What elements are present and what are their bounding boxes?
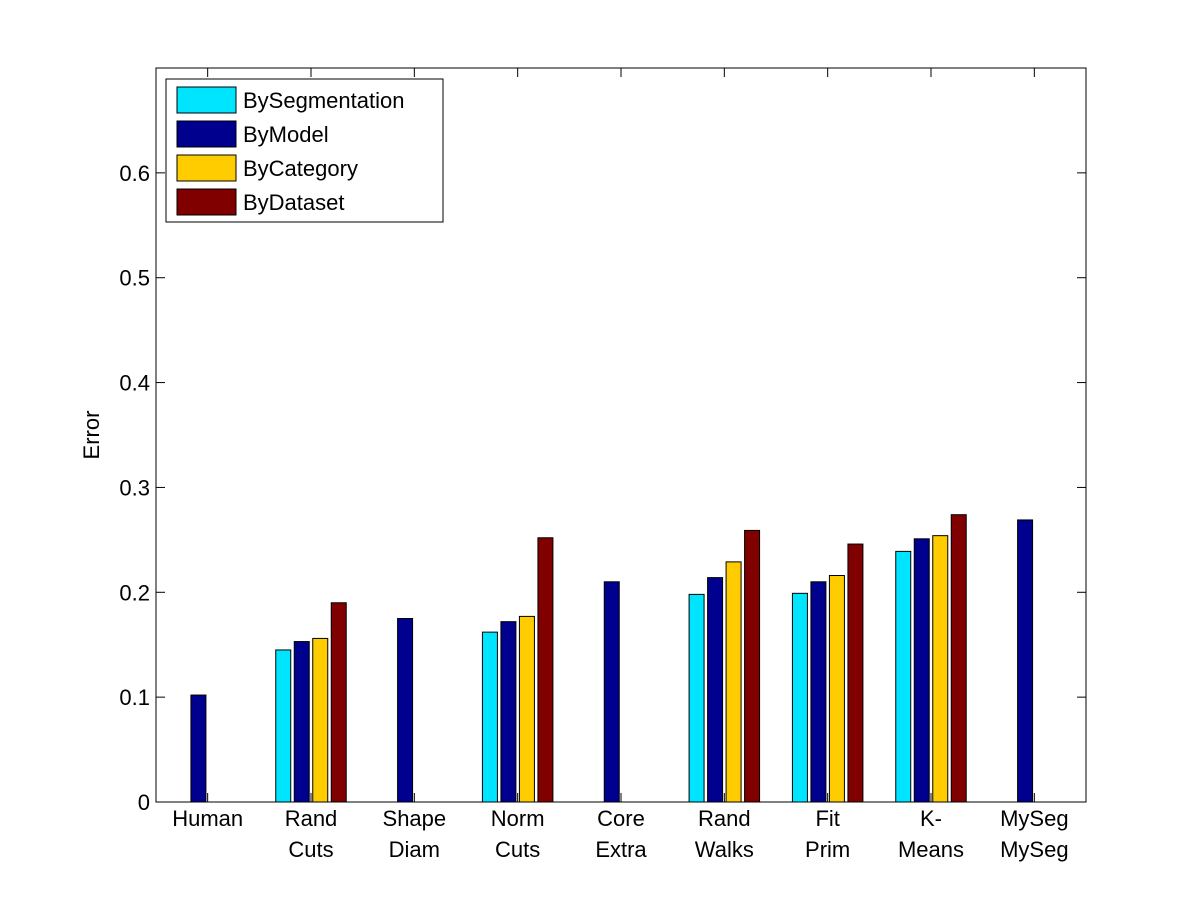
legend-label: ByDataset <box>243 190 345 215</box>
bar <box>791 592 808 803</box>
legend-label: ByCategory <box>243 156 358 181</box>
x-tick-label: Walks <box>695 837 754 862</box>
bar <box>293 641 310 803</box>
bar <box>603 581 620 803</box>
x-tick-label: Cuts <box>495 837 540 862</box>
x-tick-label: Core <box>597 806 645 831</box>
bar <box>1017 519 1034 803</box>
bars-group <box>190 514 1034 803</box>
x-tick-label: Extra <box>595 837 647 862</box>
bar <box>725 561 742 803</box>
x-tick-label: Rand <box>285 806 338 831</box>
legend-swatch <box>176 154 237 182</box>
bar <box>828 575 845 803</box>
bar <box>688 593 705 803</box>
legend-swatch <box>176 120 237 148</box>
bar <box>397 618 414 803</box>
x-tick-label: Means <box>898 837 964 862</box>
bar <box>810 581 827 803</box>
legend-label: BySegmentation <box>243 88 404 113</box>
x-tick-label: MySeg <box>1000 837 1068 862</box>
bar <box>950 514 967 803</box>
x-tick-label: MySeg <box>1000 806 1068 831</box>
bar <box>500 621 517 803</box>
x-tick-label: K- <box>920 806 942 831</box>
bar <box>537 537 554 803</box>
bar <box>895 550 912 803</box>
bar <box>913 538 930 803</box>
x-tick-label: Human <box>172 806 243 831</box>
y-tick-label: 0.4 <box>119 371 150 396</box>
legend-swatch <box>176 188 237 216</box>
x-tick-label: Diam <box>389 837 440 862</box>
legend: BySegmentation ByModel ByCategory ByDataset <box>165 78 444 223</box>
x-tick-label: Cuts <box>288 837 333 862</box>
bar <box>847 543 864 803</box>
x-tick-label: Fit <box>815 806 839 831</box>
x-tick-label: Shape <box>383 806 447 831</box>
bar <box>312 637 329 803</box>
bar <box>481 631 498 803</box>
bar <box>275 649 292 803</box>
x-tick-label: Norm <box>491 806 545 831</box>
x-axis: Human Rand Cuts Shape Diam Norm Cuts Core Extra R… <box>172 68 1069 862</box>
y-tick-label: 0 <box>138 790 150 815</box>
y-axis-title: Error <box>79 411 104 460</box>
bar <box>744 529 761 803</box>
y-tick-label: 0.5 <box>119 266 150 291</box>
legend-label: ByModel <box>243 122 329 147</box>
y-axis: 0 0.1 0.2 0.3 0.4 0.5 0.6 <box>119 161 1086 815</box>
bar <box>932 535 949 803</box>
bar <box>518 615 535 803</box>
bar <box>707 577 724 803</box>
y-tick-label: 0.3 <box>119 475 150 500</box>
y-tick-label: 0.6 <box>119 161 150 186</box>
y-tick-label: 0.2 <box>119 580 150 605</box>
bar <box>330 602 347 803</box>
y-tick-label: 0.1 <box>119 685 150 710</box>
legend-swatch <box>176 86 237 114</box>
x-tick-label: Rand <box>698 806 751 831</box>
bar <box>190 694 207 803</box>
x-tick-label: Prim <box>805 837 850 862</box>
